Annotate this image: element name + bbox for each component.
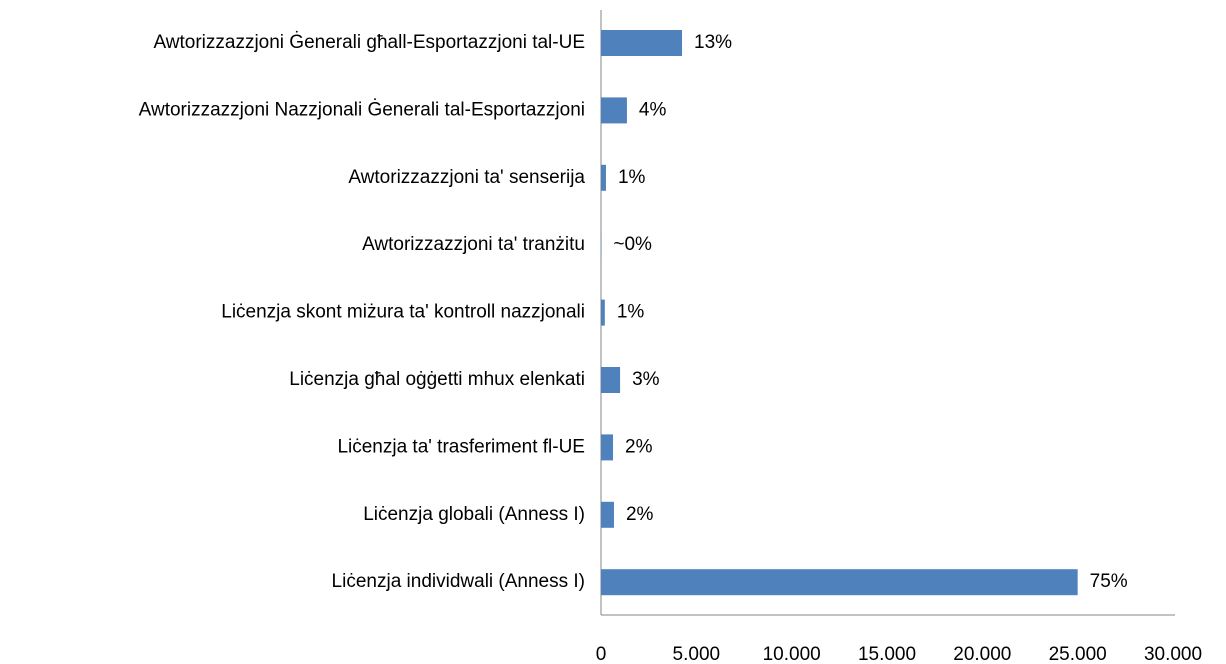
value-label: 1% xyxy=(617,302,645,323)
x-tick-label: 20.000 xyxy=(953,644,1011,664)
y-tick-label: Liċenzja għal oġġetti mhux elenkati xyxy=(289,369,585,390)
bar xyxy=(601,164,606,191)
y-tick-label: Awtorizzazzjoni ta' senserija xyxy=(348,167,585,188)
value-label: 2% xyxy=(625,436,653,457)
y-tick-label: Awtorizzazzjoni Nazzjonali Ġenerali tal-… xyxy=(139,98,585,120)
bar xyxy=(601,501,614,528)
value-label: 3% xyxy=(632,369,660,390)
value-label: 13% xyxy=(694,32,732,53)
value-label: 4% xyxy=(639,99,667,120)
bar xyxy=(601,97,627,124)
value-label: ~0% xyxy=(613,234,652,255)
value-label: 2% xyxy=(626,504,654,525)
x-tick-label: 5.000 xyxy=(673,644,721,664)
bar xyxy=(601,569,1078,596)
y-tick-label: Liċenzja globali (Anness I) xyxy=(363,504,585,525)
bar xyxy=(601,299,605,326)
bar xyxy=(601,30,683,56)
y-tick-label: Awtorizzazzjoni ta' tranżitu xyxy=(362,234,585,255)
x-tick-label: 15.000 xyxy=(858,644,916,664)
bar xyxy=(601,434,614,461)
bar xyxy=(601,367,621,393)
y-tick-label: Liċenzja skont miżura ta' kontroll nazzj… xyxy=(221,302,585,323)
x-tick-label: 0 xyxy=(596,644,607,664)
x-tick-label: 30.000 xyxy=(1144,644,1202,664)
x-tick-label: 10.000 xyxy=(763,644,821,664)
value-label: 75% xyxy=(1090,571,1128,592)
y-tick-label: Awtorizzazzjoni Ġenerali għall-Esportazz… xyxy=(153,31,585,53)
y-tick-label: Liċenzja ta' trasferiment fl-UE xyxy=(337,436,585,457)
y-tick-label: Liċenzja individwali (Anness I) xyxy=(332,571,585,592)
x-tick-label: 25.000 xyxy=(1049,644,1107,664)
value-label: 1% xyxy=(618,167,646,188)
